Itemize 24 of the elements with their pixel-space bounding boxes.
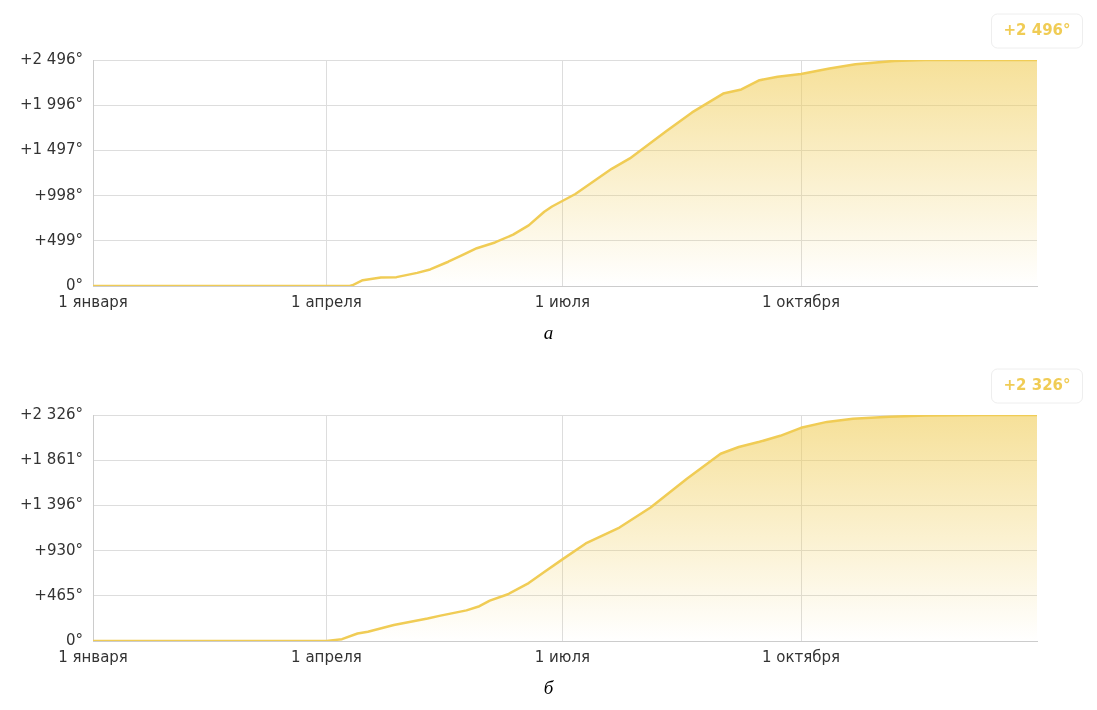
x-tick-label: 1 января xyxy=(58,292,128,311)
y-tick-label: +2 496° xyxy=(19,49,84,68)
annotation: +2 496° xyxy=(1003,20,1071,39)
y-tick-label: 0° xyxy=(65,275,84,294)
text: б xyxy=(542,677,555,699)
x-tick-label: 1 июля xyxy=(534,292,591,311)
x-tick-label: 1 апреля xyxy=(291,647,362,666)
y-tick-label: +465° xyxy=(34,585,84,604)
x-tick-label: 1 июля xyxy=(534,647,591,666)
y-tick-label: +1 861° xyxy=(19,450,84,469)
y-tick-label: +1 996° xyxy=(19,95,84,114)
y-tick-label: +1 396° xyxy=(19,495,84,514)
y-tick-label: +499° xyxy=(34,230,84,249)
x-tick-label: 1 октября xyxy=(761,292,841,311)
y-tick-label: 0° xyxy=(65,630,84,649)
y-tick-label: +930° xyxy=(34,540,84,559)
text: а xyxy=(542,322,555,344)
y-tick-label: +1 497° xyxy=(19,140,84,159)
x-tick-label: 1 апреля xyxy=(291,292,362,311)
annotation: +2 326° xyxy=(1003,375,1071,394)
y-tick-label: +2 326° xyxy=(19,404,84,423)
x-tick-label: 1 октября xyxy=(761,647,841,666)
x-tick-label: 1 января xyxy=(58,647,128,666)
y-tick-label: +998° xyxy=(34,185,84,204)
